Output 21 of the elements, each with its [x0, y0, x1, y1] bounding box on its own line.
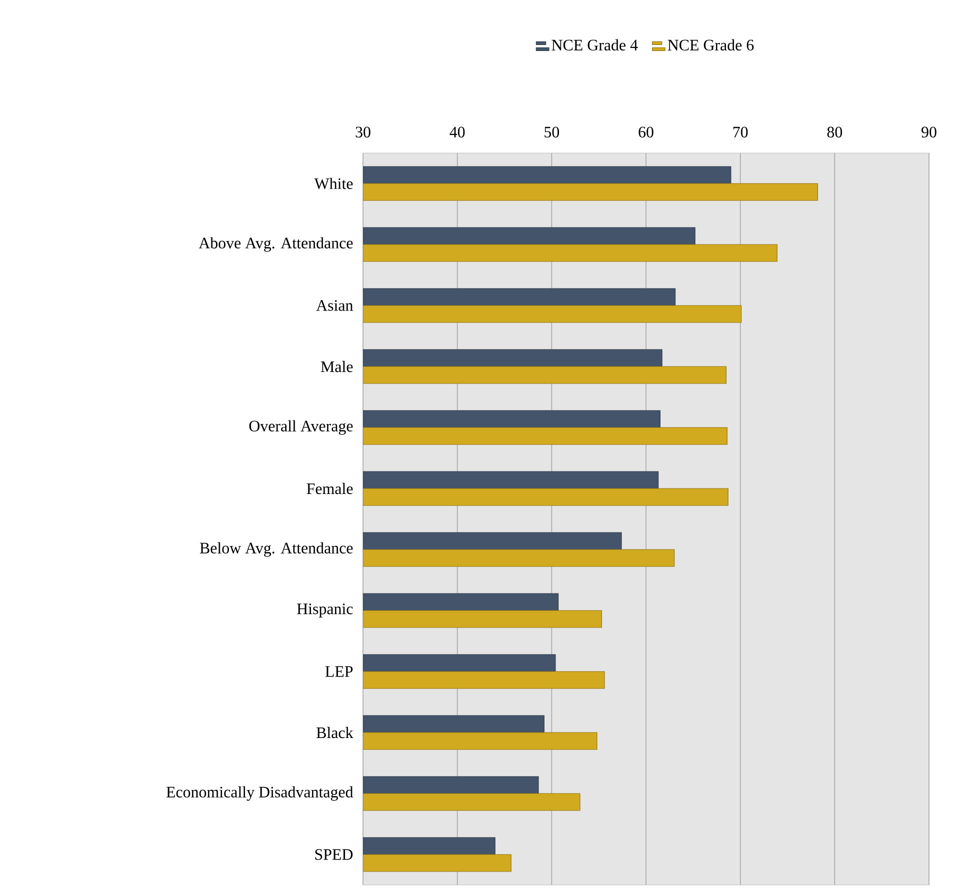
y-tick-label: Overall Average: [249, 420, 353, 435]
y-tick-label: Economically Disadvantaged: [166, 786, 354, 801]
legend-label: NCE Grade 4: [552, 39, 638, 50]
y-tick-label: Male: [320, 360, 353, 372]
x-tick-label: 70: [733, 126, 748, 138]
legend-label: NCE Grade 6: [668, 39, 754, 50]
y-tick-label: Above Avg. Attendance: [198, 237, 353, 252]
x-tick-label: 50: [544, 126, 560, 138]
y-tick-label: SPED: [315, 849, 353, 860]
y-tick-label: LEP: [325, 666, 353, 677]
x-tick-label: 60: [638, 126, 654, 138]
x-tick-label: 80: [827, 126, 842, 138]
x-tick-label: 30: [356, 126, 370, 138]
x-tick-label: 40: [450, 126, 465, 138]
y-tick-label: White: [314, 178, 353, 190]
y-tick-label: Black: [316, 726, 354, 738]
y-tick-label: Below Avg. Attendance: [200, 542, 353, 557]
y-tick-label: Hispanic: [297, 604, 353, 618]
y-tick-label: Female: [306, 482, 353, 494]
x-tick-label: 90: [922, 126, 936, 138]
y-tick-label: Asian: [316, 300, 353, 311]
